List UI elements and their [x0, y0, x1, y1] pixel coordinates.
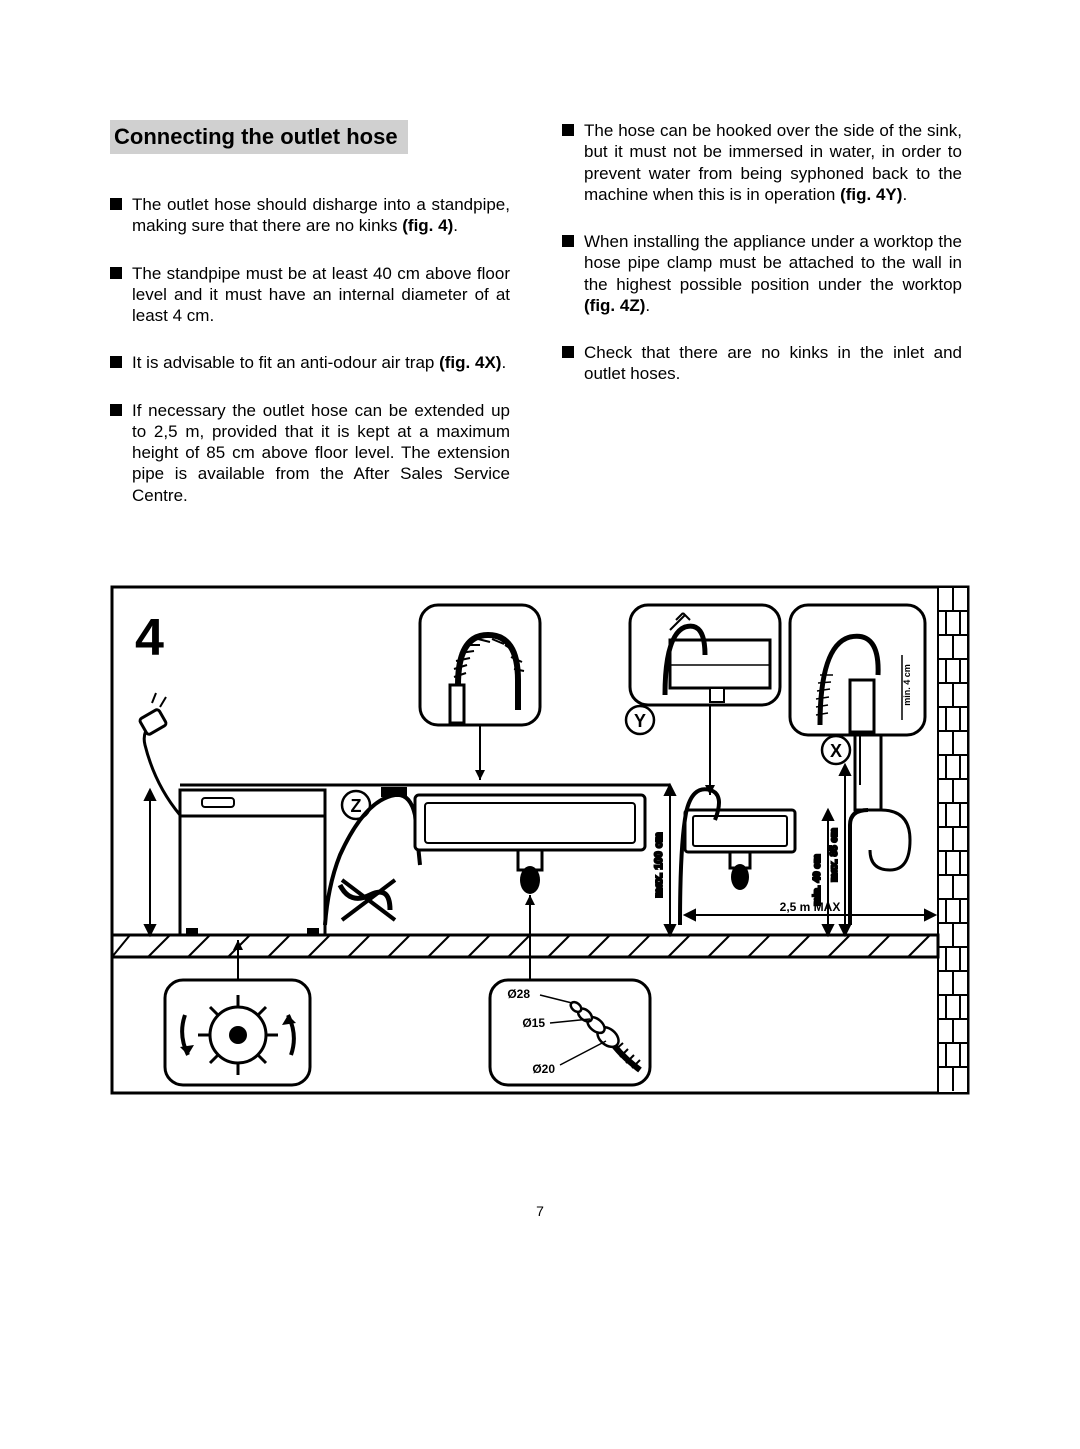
item-bold: (fig. 4) [402, 216, 453, 235]
y-label: Y [626, 706, 654, 734]
item-post: . [902, 185, 907, 204]
svg-text:X: X [830, 741, 842, 761]
svg-text:Ø15: Ø15 [522, 1016, 545, 1030]
list-item: Check that there are no kinks in the inl… [562, 342, 962, 385]
max-100-arrow: max. 100 cm [653, 785, 675, 935]
item-post: . [645, 296, 650, 315]
item-text: It is advisable to fit an anti-odour air… [132, 353, 439, 372]
item-bold: (fig. 4Z) [584, 296, 645, 315]
item-text: Check that there are no kinks in the inl… [584, 343, 962, 383]
item-text: When installing the appliance under a wo… [584, 232, 962, 294]
list-item: If necessary the outlet hose can be exte… [110, 400, 510, 506]
svg-text:min. 40 cm: min. 40 cm [812, 854, 823, 906]
dishwasher-icon [180, 790, 325, 935]
svg-text:max. 100 cm: max. 100 cm [653, 832, 665, 898]
list-item: The hose can be hooked over the side of … [562, 120, 962, 205]
wall-bricks [938, 587, 968, 1093]
list-item: It is advisable to fit an anti-odour air… [110, 352, 510, 373]
svg-text:Ø20: Ø20 [532, 1062, 555, 1076]
inset-y-detail [630, 605, 780, 795]
svg-text:Z: Z [351, 796, 362, 816]
svg-text:Ø28: Ø28 [507, 987, 530, 1001]
svg-text:min. 4 cm: min. 4 cm [902, 664, 912, 706]
left-bullet-list: The outlet hose should disharge into a s… [110, 194, 510, 506]
list-item: The outlet hose should disharge into a s… [110, 194, 510, 237]
x-label: X [822, 736, 850, 764]
right-bullet-list: The hose can be hooked over the side of … [562, 120, 962, 385]
figure-4: 4 [110, 585, 970, 1095]
item-text: If necessary the outlet hose can be exte… [132, 401, 510, 505]
item-post: . [453, 216, 458, 235]
left-column: Connecting the outlet hose The outlet ho… [110, 120, 510, 532]
text-columns: Connecting the outlet hose The outlet ho… [110, 120, 970, 532]
no-kink-icon [340, 880, 395, 920]
sink-left [415, 795, 645, 894]
item-bold: (fig. 4Y) [840, 185, 902, 204]
inset-connector-detail: Ø28 Ø15 Ø20 [490, 895, 650, 1085]
section-heading: Connecting the outlet hose [110, 120, 408, 154]
list-item: The standpipe must be at least 40 cm abo… [110, 263, 510, 327]
svg-text:max. 85 cm: max. 85 cm [829, 828, 840, 882]
manual-page: Connecting the outlet hose The outlet ho… [0, 0, 1080, 1449]
inset-hook-detail [420, 605, 540, 780]
item-post: . [501, 353, 506, 372]
item-bold: (fig. 4X) [439, 353, 501, 372]
sink-right [680, 789, 795, 925]
figure-4-svg: 4 [110, 585, 970, 1095]
svg-text:Y: Y [634, 711, 646, 731]
right-column: The hose can be hooked over the side of … [562, 120, 962, 532]
worktop-height-arrow [145, 790, 155, 935]
inset-foot-detail [165, 940, 310, 1085]
hose-clamp [381, 787, 407, 797]
item-text: The standpipe must be at least 40 cm abo… [132, 264, 510, 326]
list-item: When installing the appliance under a wo… [562, 231, 962, 316]
figure-number-text: 4 [135, 609, 164, 667]
power-cord-icon [139, 693, 180, 815]
page-number: 7 [0, 1203, 1080, 1219]
length-label: 2,5 m MAX [780, 900, 841, 914]
